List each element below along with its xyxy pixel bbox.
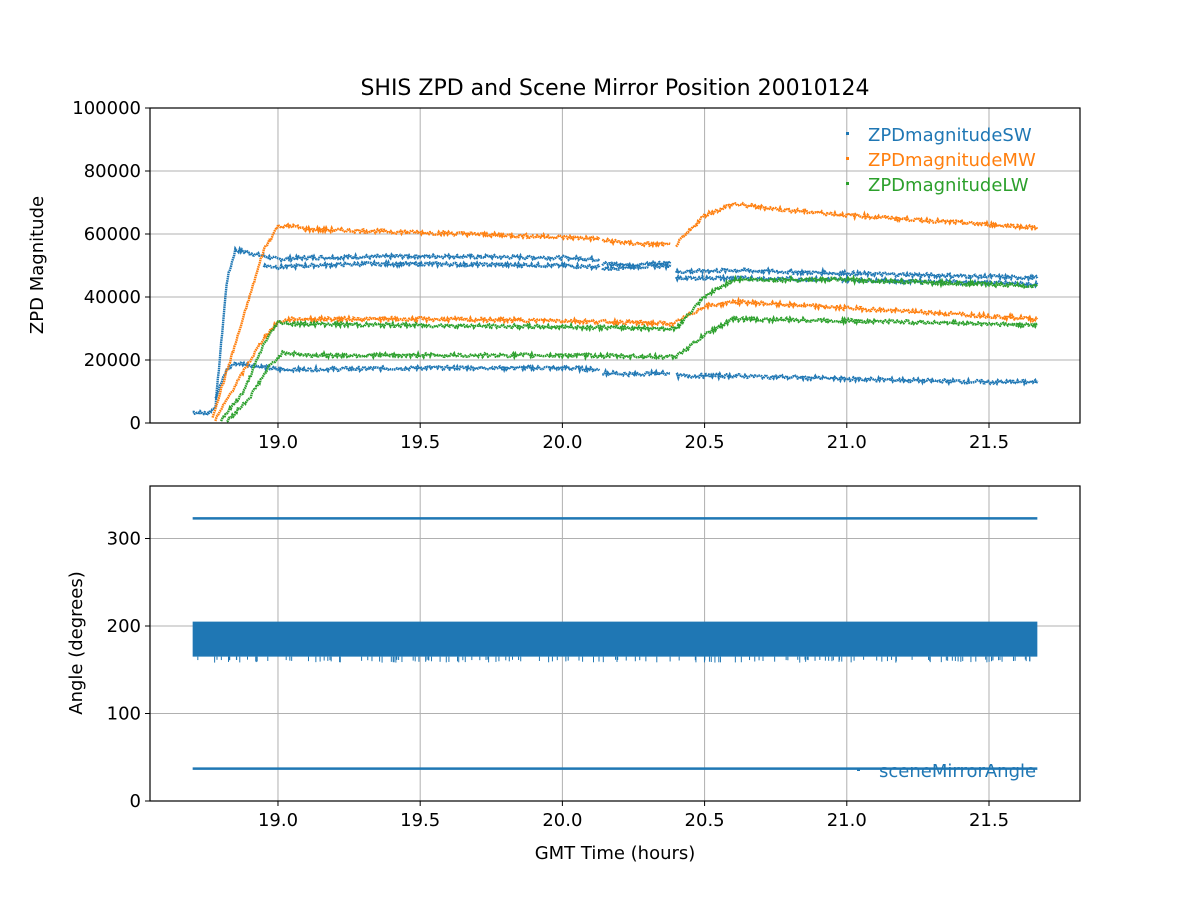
series-ZPDmagnitudeMW <box>211 222 601 418</box>
legend-marker-mw <box>846 157 849 160</box>
series-ZPDmagnitudeSW <box>601 261 672 272</box>
data-track <box>220 319 677 422</box>
data-track <box>675 201 1039 248</box>
bottom-x-ticks: 19.0 19.5 20.0 20.5 21.0 21.5 <box>258 801 1009 831</box>
data-track <box>675 370 1039 387</box>
bottom-y-tick-label: 100 <box>107 704 141 725</box>
series-ZPDmagnitudeSW <box>675 266 1039 284</box>
top-y-axis-label: ZPD Magnitude <box>27 196 48 334</box>
series-ZPDmagnitudeMW <box>214 314 677 422</box>
data-track <box>226 349 678 423</box>
data-track <box>601 261 672 272</box>
series-ZPDmagnitudeMW <box>601 237 671 250</box>
legend-label-sw: ZPDmagnitudeSW <box>868 125 1032 146</box>
series-ZPDmagnitudeSW <box>602 367 671 378</box>
top-y-tick-label: 0 <box>130 413 141 434</box>
legend-label-mw: ZPDmagnitudeMW <box>868 150 1036 171</box>
legend-marker-lw <box>846 182 849 185</box>
top-x-tick-label: 20.0 <box>542 432 582 453</box>
data-track <box>674 314 1039 359</box>
bottom-y-axis-label: Angle (degrees) <box>66 571 87 714</box>
top-legend: ZPDmagnitudeSW ZPDmagnitudeMW ZPDmagnitu… <box>846 125 1036 196</box>
top-y-ticks: 0 20000 40000 60000 80000 100000 <box>72 98 150 434</box>
bottom-x-tick-label: 21.0 <box>827 810 867 831</box>
data-track <box>211 222 601 418</box>
top-x-tick-label: 21.0 <box>827 432 867 453</box>
top-y-tick-label: 40000 <box>84 287 141 308</box>
series-ZPDmagnitudeMW <box>675 296 1039 324</box>
series-ZPDmagnitudeSW <box>601 258 672 271</box>
data-track <box>675 273 1039 332</box>
bottom-x-tick-label: 21.5 <box>969 810 1009 831</box>
chart-title: SHIS ZPD and Scene Mirror Position 20010… <box>360 76 869 101</box>
bottom-y-tick-label: 200 <box>107 616 141 637</box>
top-data-points <box>192 201 1039 423</box>
bottom-x-tick-label: 20.0 <box>542 810 582 831</box>
bottom-axes-frame <box>149 485 1081 802</box>
top-x-tick-label: 19.5 <box>400 432 440 453</box>
top-x-tick-label: 20.5 <box>685 432 725 453</box>
series-ZPDmagnitudeMW <box>675 201 1039 248</box>
scene-mirror-panel: 19.0 19.5 20.0 20.5 21.0 21.5 0 100 200 300 Angl… <box>66 485 1081 864</box>
series-ZPDmagnitudeLW <box>675 273 1039 332</box>
top-x-tick-label: 21.5 <box>969 432 1009 453</box>
legend-label-lw: ZPDmagnitudeLW <box>868 175 1029 196</box>
top-y-tick-label: 100000 <box>72 98 141 119</box>
series-ZPDmagnitudeLW <box>220 319 677 422</box>
bottom-y-tick-label: 0 <box>130 791 141 812</box>
series-ZPDmagnitudeSW <box>262 258 601 272</box>
bottom-y-tick-label: 300 <box>107 529 141 550</box>
series-ZPDmagnitudeLW <box>674 314 1039 359</box>
x-axis-label: GMT Time (hours) <box>535 843 696 864</box>
data-track <box>214 358 601 400</box>
top-x-ticks: 19.0 19.5 20.0 20.5 21.0 21.5 <box>258 423 1009 453</box>
series-ZPDmagnitudeSW <box>214 358 601 400</box>
bottom-x-tick-label: 19.5 <box>400 810 440 831</box>
data-track <box>214 314 677 422</box>
bottom-legend: sceneMirrorAngle <box>857 761 1036 782</box>
top-y-tick-label: 60000 <box>84 224 141 245</box>
top-axes-frame <box>149 107 1081 424</box>
top-y-tick-label: 80000 <box>84 161 141 182</box>
top-y-tick-label: 20000 <box>84 350 141 371</box>
legend-label-scene-mirror: sceneMirrorAngle <box>879 761 1036 782</box>
bottom-x-tick-label: 20.5 <box>685 810 725 831</box>
bottom-data-points <box>192 517 1038 770</box>
legend-marker-scene-mirror <box>857 768 860 771</box>
series-ZPDmagnitudeSW <box>192 245 601 418</box>
series-ZPDmagnitudeLW <box>226 349 678 423</box>
top-x-tick-label: 19.0 <box>258 432 298 453</box>
data-track <box>601 258 672 271</box>
bottom-y-ticks: 0 100 200 300 <box>107 529 150 812</box>
data-track <box>192 245 601 418</box>
data-track <box>602 367 671 378</box>
zpd-magnitude-panel: 19.0 19.5 20.0 20.5 21.0 21.5 0 20000 40000 6000… <box>27 98 1081 453</box>
data-track <box>601 237 671 250</box>
data-track <box>262 258 601 272</box>
data-track <box>675 266 1039 284</box>
legend-marker-sw <box>846 132 849 135</box>
series-ZPDmagnitudeSW <box>675 370 1039 387</box>
data-track <box>675 296 1039 324</box>
scene-mirror-band <box>192 621 1038 657</box>
bottom-x-tick-label: 19.0 <box>258 810 298 831</box>
